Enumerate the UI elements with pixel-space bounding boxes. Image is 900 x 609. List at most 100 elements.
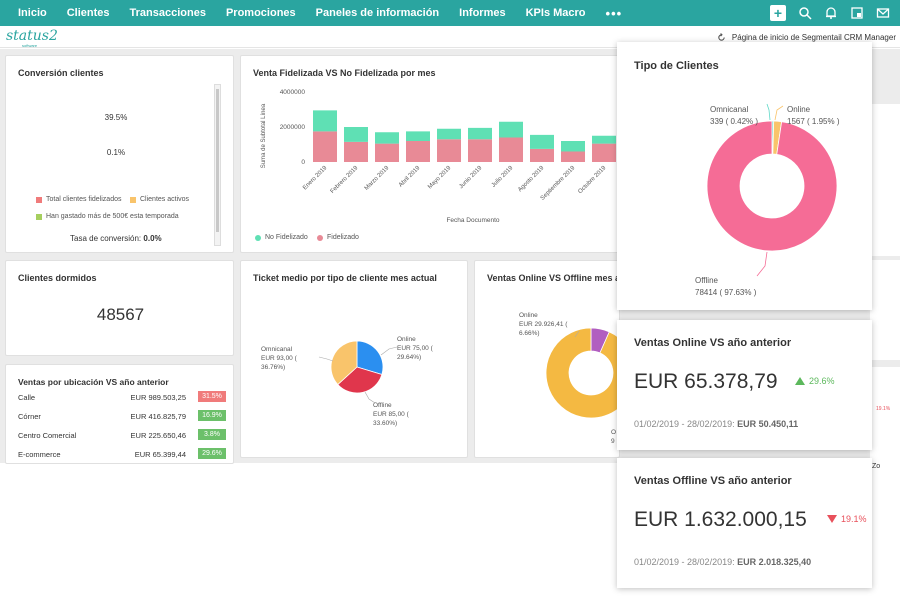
conversion-rate-value: 0.0%: [143, 234, 162, 243]
funnel-bar-activos: 31739: [103, 129, 130, 139]
table-row: Córner EUR 416.825,79 16.9%: [18, 410, 226, 422]
bar-chart: Suma de Subtotal Línea Fecha Documento 4…: [261, 89, 616, 224]
bar-no-fidelizado[interactable]: [561, 141, 585, 152]
row-name: Córner: [18, 412, 41, 421]
legend-label: Total clientes fidelizados: [46, 196, 122, 203]
x-tick-label: Septiembre 2019: [540, 165, 577, 202]
scrollbar[interactable]: [214, 84, 221, 246]
arrow-down-icon: [827, 515, 837, 523]
y-axis-label: Suma de Subtotal Línea: [261, 103, 267, 168]
ubicacion-title: Ventas por ubicación VS año anterior: [18, 377, 169, 387]
label-name: Online: [519, 312, 538, 319]
bar-fidelizado[interactable]: [313, 131, 337, 162]
search-icon[interactable]: [798, 6, 812, 20]
nav-paneles[interactable]: Paneles de información: [315, 7, 440, 19]
funnel-bar-500: 35: [111, 164, 122, 174]
slice-offline[interactable]: [337, 366, 383, 394]
ticket-pie-chart: [318, 340, 398, 404]
bar-fidelizado[interactable]: [375, 143, 399, 162]
leader-line: [364, 391, 376, 404]
onoff-label-offline: O 9: [611, 428, 616, 446]
slice-omnicanal[interactable]: [330, 340, 358, 386]
legend-swatch: [255, 234, 261, 241]
x-tick-label: Julio 2019: [491, 165, 515, 189]
ticket-label-online: Online EUR 75,00 ( 29.64%): [397, 335, 433, 362]
bar-fidelizado[interactable]: [530, 148, 554, 162]
label-value: EUR 93,00 (: [261, 355, 297, 362]
label-name: Online: [397, 336, 416, 343]
leader-line: [756, 251, 768, 277]
nav-transacciones[interactable]: Transacciones: [129, 7, 206, 19]
leader-line: [318, 356, 334, 362]
refresh-icon[interactable]: [717, 33, 726, 42]
ventas-online-change: 29.6%: [795, 376, 835, 386]
bar-fidelizado[interactable]: [468, 139, 492, 162]
nav-clientes[interactable]: Clientes: [66, 7, 110, 19]
mail-icon[interactable]: [876, 6, 890, 20]
bar-no-fidelizado[interactable]: [313, 110, 337, 132]
bar-no-fidelizado[interactable]: [592, 135, 616, 144]
homepage-link[interactable]: Página de inicio de Segmentail CRM Manag…: [717, 33, 896, 42]
slice-online[interactable]: [356, 340, 384, 375]
label-detail: 339 ( 0.42% ): [710, 117, 759, 126]
card-online-offline: Ventas Online VS Offline mes actual Onli…: [474, 260, 620, 458]
leader-line: [380, 346, 398, 356]
venta-fidelizada-title: Venta Fidelizada VS No Fidelizada por me…: [253, 68, 436, 78]
legend-label: Han gastado más de 500€ esta temporada: [46, 213, 179, 220]
bar-no-fidelizado[interactable]: [344, 127, 368, 142]
row-name: Centro Comercial: [18, 431, 77, 440]
zoom-fragment: Zo: [872, 463, 881, 470]
bg-card-fragment: [870, 367, 900, 463]
slice-offline[interactable]: [706, 120, 838, 252]
card-venta-fidelizada: Venta Fidelizada VS No Fidelizada por me…: [240, 55, 620, 253]
row-badge: 3.8%: [198, 429, 226, 440]
change-value: 19.1%: [841, 514, 867, 524]
x-tick-label: Febrero 2019: [330, 165, 360, 195]
nav-promociones[interactable]: Promociones: [225, 7, 296, 19]
slice-offline[interactable]: [545, 327, 620, 419]
period-prev: EUR 2.018.325,40: [737, 557, 812, 567]
legend-swatch: [36, 196, 42, 203]
legend-total: Total clientes fidelizados: [36, 196, 122, 203]
bar-no-fidelizado[interactable]: [499, 121, 523, 138]
top-icons: +: [770, 0, 890, 26]
ventas-offline-period: 01/02/2019 - 28/02/2019: EUR 2.018.325,4…: [634, 557, 811, 567]
bar-no-fidelizado[interactable]: [375, 132, 399, 144]
bar-fidelizado[interactable]: [437, 139, 461, 162]
card-ubicacion: Ventas por ubicación VS año anterior Cal…: [5, 364, 234, 464]
overlay-tipo-clientes: Tipo de Clientes Omnicanal 339 ( 0.42% )…: [617, 42, 872, 310]
row-value: EUR 416.825,79: [130, 412, 186, 421]
bell-icon[interactable]: [824, 6, 838, 20]
more-icon[interactable]: •••: [605, 5, 623, 21]
legend-swatch: [130, 196, 136, 203]
add-button[interactable]: +: [770, 5, 786, 21]
ventas-offline-change: 19.1%: [827, 514, 867, 524]
homepage-link-label: Página de inicio de Segmentail CRM Manag…: [731, 33, 896, 42]
nav-inicio[interactable]: Inicio: [18, 7, 47, 19]
bar-no-fidelizado[interactable]: [406, 131, 430, 141]
label-value: 9: [611, 438, 615, 445]
bar-no-fidelizado[interactable]: [530, 134, 554, 149]
legend-500: Han gastado más de 500€ esta temporada: [36, 213, 179, 220]
bar-no-fidelizado[interactable]: [437, 128, 461, 140]
bar-fidelizado[interactable]: [592, 143, 616, 162]
window-icon[interactable]: [850, 6, 864, 20]
label-name: Omnicanal: [261, 346, 293, 353]
tipo-clientes-title: Tipo de Clientes: [634, 60, 719, 72]
label-pct: 29.64%): [397, 354, 422, 361]
bar-no-fidelizado[interactable]: [468, 127, 492, 140]
nav-informes[interactable]: Informes: [459, 7, 506, 19]
bar-fidelizado[interactable]: [499, 137, 523, 163]
bar-fidelizado[interactable]: [344, 141, 368, 162]
bar-fidelizado[interactable]: [561, 151, 585, 163]
x-tick-label: Marzo 2019: [364, 165, 391, 192]
row-value: EUR 989.503,25: [130, 393, 186, 402]
scrollbar-thumb[interactable]: [216, 89, 219, 232]
x-tick-label: Agosto 2019: [517, 165, 546, 194]
ventas-online-period: 01/02/2019 - 28/02/2019: EUR 50.450,11: [634, 419, 798, 429]
ventas-offline-title: Ventas Offline VS año anterior: [634, 475, 792, 487]
ticket-label-omnicanal: Omnicanal EUR 93,00 ( 36.76%): [261, 345, 297, 372]
bar-fidelizado[interactable]: [406, 141, 430, 162]
ticket-label-offline: Offline EUR 85,00 ( 33.60%): [373, 401, 409, 428]
nav-kpis[interactable]: KPIs Macro: [525, 7, 586, 19]
